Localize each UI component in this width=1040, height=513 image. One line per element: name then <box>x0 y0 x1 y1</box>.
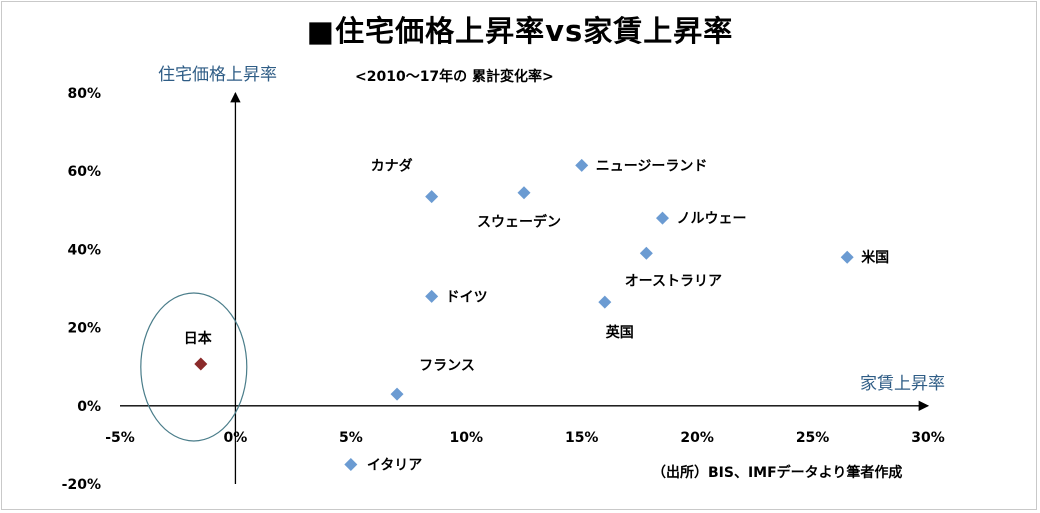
point-label: ノルウェー <box>677 211 747 227</box>
data-point <box>517 186 531 200</box>
x-tick-label: 10% <box>450 430 484 446</box>
highlight-ellipse <box>140 292 248 442</box>
y-axis-label: 住宅価格上昇率 <box>158 65 277 85</box>
point-label: オーストラリア <box>625 273 722 289</box>
chart-subtitle: <2010～17年の 累計変化率> <box>355 69 554 85</box>
y-tick-label: 80% <box>67 86 101 102</box>
x-tick-label: -5% <box>105 430 135 446</box>
point-label: 日本 <box>184 330 213 347</box>
point-label: カナダ <box>371 158 413 175</box>
data-point <box>425 289 439 303</box>
y-tick-label: 40% <box>67 242 101 258</box>
data-point <box>598 295 612 309</box>
data-point <box>656 211 670 225</box>
point-label: イタリア <box>367 457 422 473</box>
x-tick-label: 25% <box>796 430 830 446</box>
data-point <box>390 387 404 401</box>
point-label: スウェーデン <box>477 214 561 231</box>
data-point <box>639 246 653 260</box>
data-point <box>344 457 358 471</box>
y-tick-label: 20% <box>67 321 101 337</box>
point-label: ニュージーランド <box>596 158 708 174</box>
x-axis-label: 家賃上昇率 <box>860 374 945 394</box>
x-tick-label: 15% <box>565 430 599 446</box>
data-point <box>425 190 439 204</box>
x-tick-label: 30% <box>911 430 945 446</box>
data-point <box>575 158 589 172</box>
point-label: 米国 <box>861 249 889 266</box>
data-point <box>840 250 854 264</box>
x-tick-label: 0% <box>224 430 248 446</box>
point-label: ドイツ <box>446 289 488 305</box>
chart-title: ■住宅価格上昇率vs家賃上昇率 <box>306 14 734 48</box>
point-label: フランス <box>419 358 475 374</box>
point-label: 英国 <box>605 324 634 341</box>
x-tick-label: 20% <box>680 430 714 446</box>
data-point <box>194 357 208 371</box>
source-note: （出所）BIS、IMFデータより筆者作成 <box>652 465 903 481</box>
x-tick-label: 5% <box>339 430 363 446</box>
y-tick-label: -20% <box>62 477 101 493</box>
y-tick-label: 60% <box>67 164 101 180</box>
y-tick-label: 0% <box>77 399 101 415</box>
